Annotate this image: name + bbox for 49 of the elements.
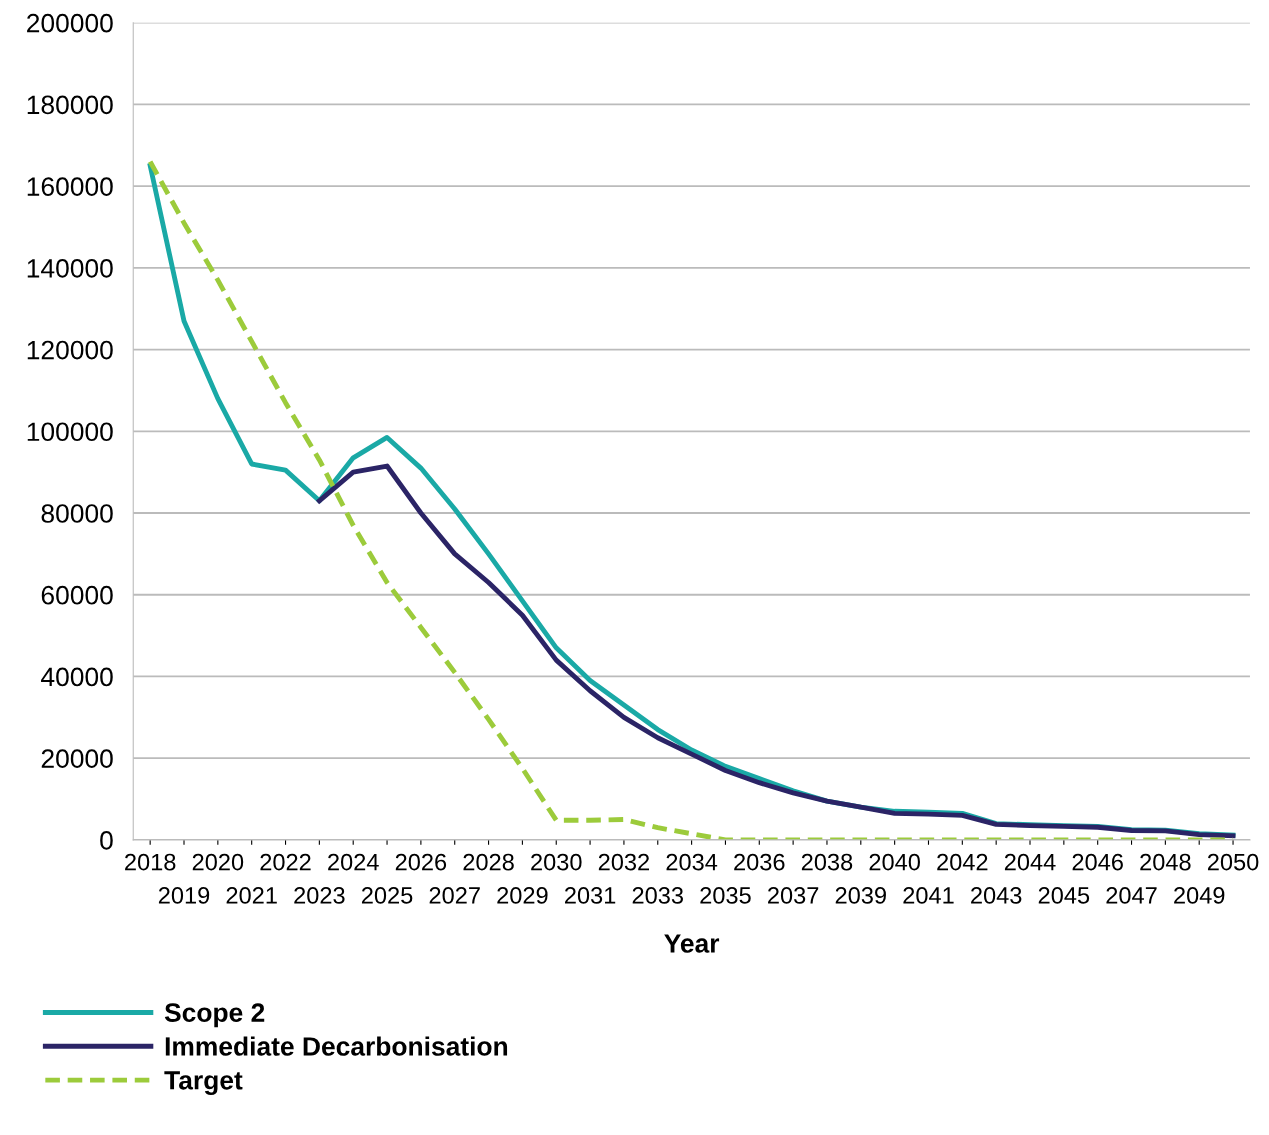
x-tick-label: 2049 [1174, 887, 1225, 904]
x-tick-label: 2037 [768, 887, 819, 904]
x-tick-label: 2031 [565, 887, 616, 904]
y-tick-label: 20000 [41, 749, 113, 768]
x-tick-label: 2046 [1072, 853, 1123, 871]
x-tick-label: 2035 [700, 887, 751, 904]
x-tick-label: 2040 [869, 853, 920, 871]
x-tick-label: 2038 [801, 853, 853, 871]
x-tick-label: 2050 [1207, 853, 1259, 871]
x-tick-label: 2034 [666, 853, 718, 871]
y-tick-label: 140000 [27, 258, 113, 278]
x-tick-label: 2047 [1106, 887, 1157, 904]
legend-label: Target [164, 1071, 243, 1095]
x-tick-label: 2045 [1038, 887, 1090, 904]
x-tick-label: 2021 [226, 887, 277, 904]
x-tick-label: 2022 [260, 853, 311, 871]
y-tick-label: 160000 [27, 177, 113, 196]
x-tick-label: 2020 [192, 853, 244, 871]
y-tick-label: 60000 [41, 585, 113, 605]
x-tick-label: 2030 [531, 853, 582, 871]
y-tick-label: 100000 [27, 422, 113, 442]
y-tick-label: 180000 [27, 95, 113, 115]
x-tick-label: 2048 [1140, 853, 1191, 871]
x-tick-label: 2024 [328, 853, 379, 871]
x-tick-label: 2029 [497, 887, 548, 904]
x-tick-label: 2032 [598, 853, 649, 871]
x-tick-label: 2023 [294, 887, 345, 904]
x-tick-label: 2027 [429, 887, 480, 904]
x-tick-label: 2028 [463, 853, 514, 871]
x-tick-label: 2041 [903, 887, 954, 904]
x-tick-label: 2036 [734, 853, 785, 871]
y-tick-label: 200000 [27, 13, 113, 33]
legend-label: Scope 2 [164, 1003, 265, 1028]
y-tick-label: 120000 [27, 340, 113, 360]
x-tick-label: 2044 [1004, 853, 1056, 871]
line-series [316, 463, 1236, 839]
x-axis-title: Year [664, 934, 720, 953]
legend-label: Immediate Decarbonisation [165, 1036, 508, 1056]
x-tick-label: 2039 [835, 887, 886, 904]
x-tick-label: 2033 [632, 887, 683, 904]
x-tick-label: 2019 [158, 887, 210, 904]
x-tick-label: 2026 [395, 853, 447, 871]
y-tick-label: 40000 [41, 667, 113, 687]
x-tick-label: 2042 [937, 853, 988, 871]
x-tick-label: 2025 [361, 887, 413, 904]
y-tick-label: 80000 [41, 504, 113, 523]
x-tick-label: 2018 [125, 853, 176, 871]
x-tick-label: 2043 [971, 887, 1022, 904]
y-tick-label: 0 [100, 831, 113, 850]
